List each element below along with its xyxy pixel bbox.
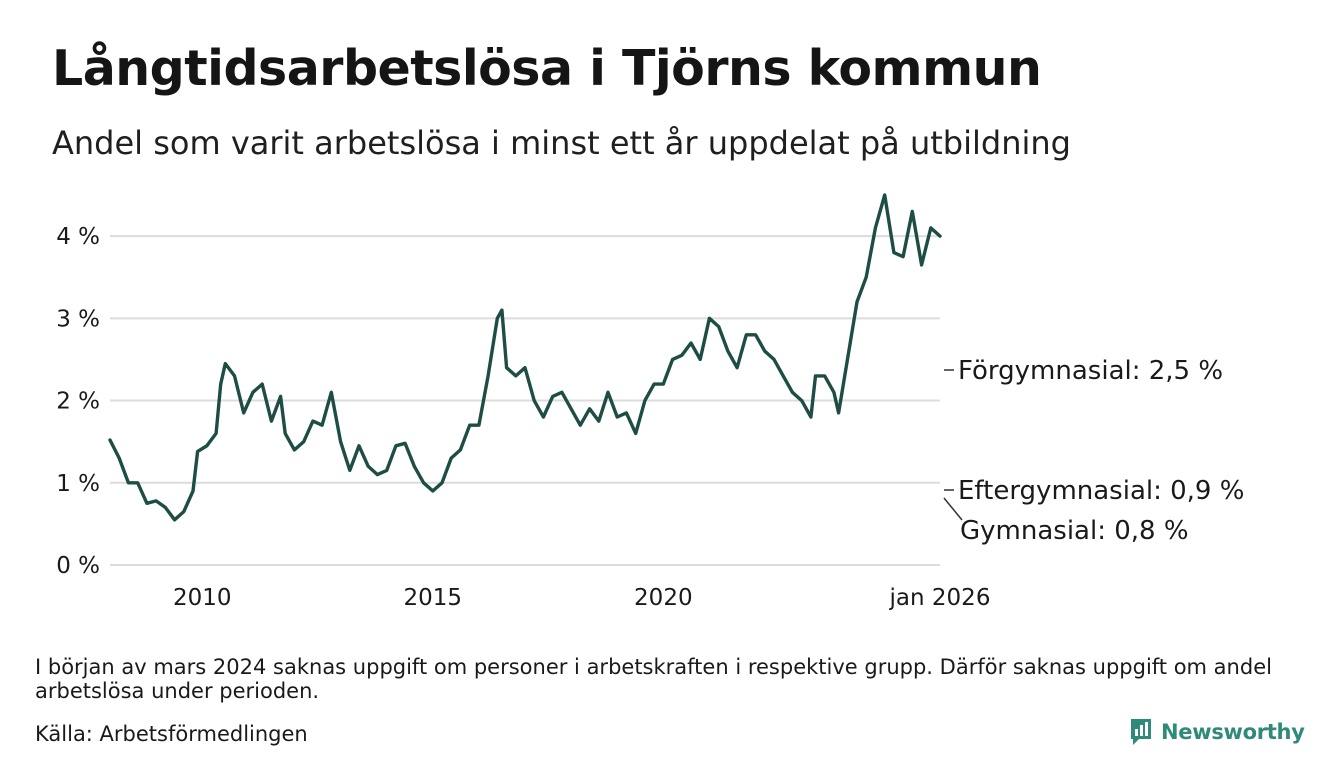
series-layer bbox=[108, 193, 942, 522]
x-tick-label-2015: 2015 bbox=[404, 585, 463, 611]
end-label-forgymnasial: Förgymnasial: 2,5 % bbox=[958, 356, 1223, 386]
x-axis-labels: 2010 2015 2020 jan 2026 bbox=[173, 585, 991, 611]
y-tick-label-0: 0 % bbox=[56, 553, 100, 579]
y-tick-label-4: 4 % bbox=[56, 224, 100, 250]
leader-line-gymnasial bbox=[943, 497, 963, 521]
x-tick-label-2020: 2020 bbox=[634, 585, 693, 611]
grid-layer bbox=[110, 235, 940, 566]
brand-logo: Newsworthy bbox=[1129, 717, 1305, 747]
newsworthy-logo-icon bbox=[1131, 719, 1151, 745]
footnote: I början av mars 2024 saknas uppgift om … bbox=[35, 655, 1272, 703]
chart-title: Långtidsarbetslösa i Tjörns kommun bbox=[52, 40, 1042, 97]
source-note: Källa: Arbetsförmedlingen bbox=[35, 722, 308, 746]
line-chart: 0 % 1 % 2 % 3 % 4 % 2010 2015 2020 jan 2026 För… bbox=[56, 193, 1244, 611]
series-line-forgymnasial-0 bbox=[108, 193, 942, 522]
end-labels: Förgymnasial: 2,5 % Eftergymnasial: 0,9 %… bbox=[943, 356, 1244, 546]
chart-subtitle: Andel som varit arbetslösa i minst ett å… bbox=[52, 124, 1071, 162]
y-tick-label-2: 2 % bbox=[56, 389, 100, 415]
y-axis-labels: 0 % 1 % 2 % 3 % 4 % bbox=[56, 224, 100, 579]
y-tick-label-1: 1 % bbox=[56, 471, 100, 497]
x-tick-label-2010: 2010 bbox=[173, 585, 232, 611]
x-tick-label-2026: jan 2026 bbox=[889, 585, 991, 611]
end-label-eftergymnasial: Eftergymnasial: 0,9 % bbox=[958, 476, 1244, 506]
brand-name: Newsworthy bbox=[1161, 720, 1305, 744]
y-tick-label-3: 3 % bbox=[56, 306, 100, 332]
end-label-gymnasial: Gymnasial: 0,8 % bbox=[960, 516, 1189, 546]
